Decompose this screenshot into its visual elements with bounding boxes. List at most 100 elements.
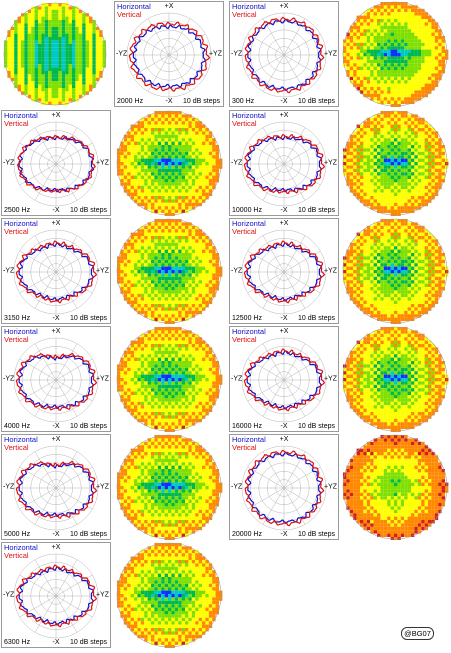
series-horizontal [133,25,205,87]
steps-label: 10 dB steps [70,423,107,430]
steps-label: 10 dB steps [298,315,335,322]
axis-top-label: +X [52,328,61,335]
grid-spoke [56,359,92,380]
axis-left-label: -YZ [3,484,14,491]
grid-spoke [20,596,56,617]
grid-spoke [35,236,56,272]
grid-spoke [35,488,56,524]
axis-left-label: -YZ [231,160,242,167]
grid-spoke [284,452,305,488]
grid-spoke [263,380,284,416]
balloon-plot [341,326,449,432]
frequency-label: 2500 Hz [4,207,30,214]
grid-spoke [248,272,284,293]
frequency-label: 3150 Hz [4,315,30,322]
series-vertical [129,22,209,91]
grid-spoke [56,467,92,488]
balloon-plot [114,110,224,216]
axis-right-label: +YZ [96,160,109,167]
steps-label: 10 dB steps [298,423,335,430]
legend-vertical: Vertical [117,11,142,19]
grid-spoke [35,596,56,632]
axis-bottom-label: -X [53,207,60,214]
grid-spoke [56,488,77,524]
grid-spoke [284,236,305,272]
grid-spoke [56,236,77,272]
polar-chart-10000hz: Horizontal Vertical +X -X -YZ +YZ 10000 … [229,110,339,216]
grid-spoke [35,452,56,488]
frequency-label: 300 Hz [232,98,254,105]
grid-spoke [56,560,77,596]
legend-vertical: Vertical [232,120,257,128]
grid-spoke [56,164,77,200]
axis-top-label: +X [165,3,174,10]
legend-vertical: Vertical [4,120,29,128]
steps-label: 10 dB steps [298,531,335,538]
polar-chart-2500hz: Horizontal Vertical +X -X -YZ +YZ 2500 H… [1,110,111,216]
grid-spoke [35,164,56,200]
axis-bottom-label: -X [166,98,173,105]
grid-spoke [20,251,56,272]
axis-right-label: +YZ [324,376,337,383]
grid-spoke [284,344,305,380]
grid-spoke [35,128,56,164]
grid-spoke [56,164,92,185]
frequency-label: 2000 Hz [117,98,143,105]
axis-top-label: +X [280,3,289,10]
axis-bottom-label: -X [53,315,60,322]
balloon-plot [2,2,108,106]
grid-spoke [263,344,284,380]
axis-top-label: +X [52,112,61,119]
balloon-plot [341,434,449,540]
polar-chart-6300hz: Horizontal Vertical +X -X -YZ +YZ 6300 H… [1,542,111,648]
grid-spoke [56,128,77,164]
grid-spoke [263,272,284,308]
legend-vertical: Vertical [232,336,257,344]
grid-spoke [284,143,320,164]
polar-chart-5000hz: Horizontal Vertical +X -X -YZ +YZ 5000 H… [1,434,111,540]
legend-vertical: Vertical [4,228,29,236]
axis-right-label: +YZ [209,51,222,58]
grid-spoke [35,272,56,308]
balloon-plot [341,1,449,107]
grid-spoke [56,380,77,416]
axis-bottom-label: -X [281,98,288,105]
grid-spoke [284,128,305,164]
grid-spoke [284,34,320,55]
axis-left-label: -YZ [3,592,14,599]
axis-top-label: +X [52,220,61,227]
grid-spoke [56,452,77,488]
axis-right-label: +YZ [96,268,109,275]
frequency-label: 20000 Hz [232,531,262,538]
grid-spoke [56,272,92,293]
grid-spoke [169,55,205,76]
axis-bottom-label: -X [53,423,60,430]
polar-chart-4000hz: Horizontal Vertical +X -X -YZ +YZ 4000 H… [1,326,111,432]
polar-chart-12500hz: Horizontal Vertical +X -X -YZ +YZ 12500 … [229,218,339,324]
grid-spoke [248,359,284,380]
polar-chart-3150hz: Horizontal Vertical +X -X -YZ +YZ 3150 H… [1,218,111,324]
grid-spoke [20,272,56,293]
axis-left-label: -YZ [3,376,14,383]
grid-spoke [284,55,320,76]
balloon-plot [341,218,449,324]
polar-chart-20000hz: Horizontal Vertical +X -X -YZ +YZ 20000 … [229,434,339,540]
steps-label: 10 dB steps [183,98,220,105]
balloon-plot [114,218,224,324]
balloon-plot [341,110,449,216]
axis-top-label: +X [280,112,289,119]
axis-left-label: -YZ [3,268,14,275]
axis-top-label: +X [280,328,289,335]
grid-spoke [284,488,320,509]
axis-top-label: +X [280,436,289,443]
axis-bottom-label: -X [281,207,288,214]
grid-spoke [248,380,284,401]
axis-left-label: -YZ [231,376,242,383]
frequency-label: 4000 Hz [4,423,30,430]
legend-vertical: Vertical [4,336,29,344]
grid-spoke [284,380,320,401]
legend-vertical: Vertical [4,552,29,560]
frequency-label: 5000 Hz [4,531,30,538]
axis-left-label: -YZ [231,51,242,58]
axis-top-label: +X [280,220,289,227]
